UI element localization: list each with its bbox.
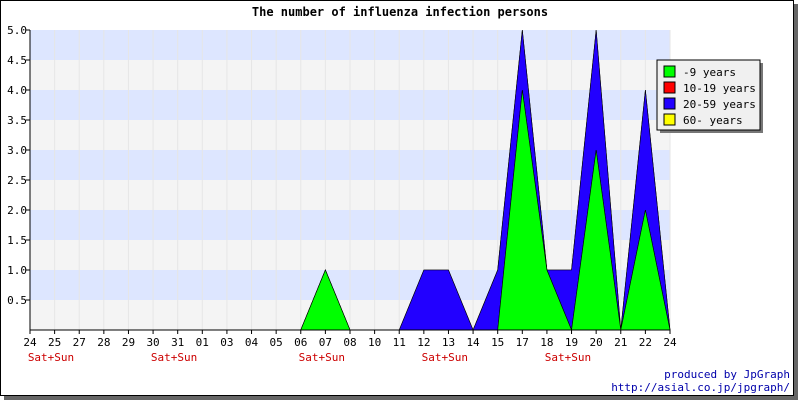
y-tick-label: 3.5 <box>7 114 27 127</box>
y-tick-label: 4.0 <box>7 84 27 97</box>
weekend-label: Sat+Sun <box>299 351 345 364</box>
y-tick-label: 2.0 <box>7 204 27 217</box>
x-tick-label: 15 <box>491 336 504 349</box>
x-tick-label: 24 <box>663 336 677 349</box>
x-tick-label: 19 <box>565 336 578 349</box>
y-tick-label: 5.0 <box>7 24 27 37</box>
y-tick-label: 1.0 <box>7 264 27 277</box>
y-tick-label: 4.5 <box>7 54 27 67</box>
legend-swatch <box>663 113 676 126</box>
x-tick-label: 13 <box>442 336 455 349</box>
x-tick-label: 03 <box>220 336 233 349</box>
x-tick-label: 24 <box>23 336 37 349</box>
x-tick-label: 05 <box>270 336 283 349</box>
weekend-label: Sat+Sun <box>422 351 468 364</box>
x-tick-label: 30 <box>146 336 159 349</box>
legend-label: -9 years <box>683 66 736 79</box>
legend-label: 10-19 years <box>683 82 756 95</box>
legend-swatch <box>663 65 676 78</box>
x-axis-ticks: 24 25 27 28 29 30 31 01 03 04 05 06 07 08 10 11 12 13 14 15… <box>23 330 677 364</box>
weekend-label: Sat+Sun <box>545 351 591 364</box>
legend-swatch <box>663 97 676 110</box>
credit-url[interactable]: http://asial.co.jp/jpgraph/ <box>611 381 790 394</box>
legend: -9 years 10-19 years 20-59 years 60- years <box>656 59 763 133</box>
x-tick-label: 27 <box>73 336 86 349</box>
x-tick-label: 12 <box>417 336 430 349</box>
x-tick-label: 07 <box>319 336 332 349</box>
credit-line-1: produced by JpGraph <box>664 368 790 381</box>
legend-label: 20-59 years <box>683 98 756 111</box>
legend-label: 60- years <box>683 114 743 127</box>
x-tick-label: 31 <box>171 336 184 349</box>
x-tick-label: 06 <box>294 336 307 349</box>
x-tick-label: 28 <box>97 336 110 349</box>
x-tick-label: 01 <box>196 336 209 349</box>
x-tick-label: 18 <box>540 336 553 349</box>
x-tick-label: 22 <box>639 336 652 349</box>
x-tick-label: 25 <box>48 336 61 349</box>
weekend-label: Sat+Sun <box>151 351 197 364</box>
x-tick-label: 21 <box>614 336 627 349</box>
background-bands <box>29 30 671 330</box>
x-tick-label: 04 <box>245 336 259 349</box>
weekend-label: Sat+Sun <box>28 351 74 364</box>
x-tick-label: 08 <box>343 336 356 349</box>
legend-swatch <box>663 81 676 94</box>
y-tick-label: 3.0 <box>7 144 27 157</box>
x-tick-label: 11 <box>393 336 406 349</box>
y-axis-ticks: 0.5 1.0 1.5 2.0 2.5 3.0 3.5 4.0 4.5 5.0 <box>7 24 30 307</box>
y-tick-label: 0.5 <box>7 294 27 307</box>
chart-title: The number of influenza infection person… <box>252 5 548 19</box>
x-tick-label: 29 <box>122 336 135 349</box>
y-tick-label: 2.5 <box>7 174 27 187</box>
x-tick-label: 17 <box>516 336 529 349</box>
x-tick-label: 14 <box>466 336 480 349</box>
x-tick-label: 20 <box>590 336 603 349</box>
y-tick-label: 1.5 <box>7 234 27 247</box>
x-tick-label: 10 <box>368 336 381 349</box>
